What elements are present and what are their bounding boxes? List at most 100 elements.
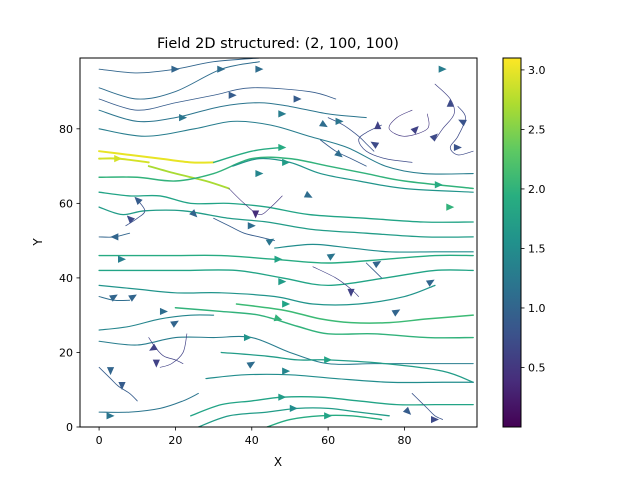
streamline-35 [449, 106, 474, 156]
arrow-30 [247, 222, 256, 230]
y-tick-label-80: 80 [59, 123, 73, 136]
streamline-27 [98, 392, 199, 413]
arrow-8 [335, 117, 344, 125]
arrow-29 [251, 210, 260, 219]
colorbar-gradient [502, 57, 522, 428]
arrows-group [106, 65, 467, 424]
streamline-44 [98, 296, 131, 302]
plot-area [79, 57, 478, 428]
x-tick-label-60: 60 [321, 434, 335, 447]
arrow-22 [453, 143, 462, 152]
streamline-3 [98, 87, 337, 111]
streamline-25 [197, 407, 390, 427]
arrow-21 [458, 119, 467, 127]
streamline-13 [98, 206, 474, 238]
arrow-14 [319, 119, 328, 128]
streamline-42 [312, 266, 360, 297]
arrow-19 [429, 133, 438, 142]
x-tick-label-40: 40 [245, 434, 259, 447]
arrow-35 [326, 253, 336, 261]
colorbar-tick-label-3: 1.5 [528, 242, 546, 255]
streamline-22 [220, 351, 474, 383]
x-axis-ticks: 0 20 40 60 80 [96, 427, 411, 447]
arrow-53 [106, 367, 115, 376]
streamline-34 [434, 83, 455, 141]
streamline-36 [327, 117, 375, 152]
colorbar-tick-label-6: 3.0 [528, 64, 546, 77]
streamline-17 [98, 284, 436, 306]
streamline-30 [159, 333, 188, 368]
y-tick-label-40: 40 [59, 272, 73, 285]
streamline-26 [266, 414, 383, 427]
arrow-37 [278, 278, 287, 286]
arrow-3 [255, 65, 264, 73]
arrow-43 [170, 320, 179, 328]
arrow-59 [402, 406, 412, 415]
arrow-26 [134, 196, 143, 206]
arrow-11 [278, 143, 287, 152]
colorbar-tick-label-1: 0.5 [528, 361, 546, 374]
streamline-37 [320, 139, 367, 167]
streamline-33 [388, 109, 430, 137]
streamline-20 [98, 314, 215, 331]
arrow-10 [114, 155, 123, 163]
arrow-44 [282, 300, 291, 308]
arrow-39 [425, 279, 435, 287]
arrow-9 [438, 65, 447, 73]
arrow-60 [431, 415, 440, 424]
streamline-2 [98, 61, 260, 100]
streamline-6 [98, 150, 215, 164]
arrow-4 [228, 91, 237, 99]
arrow-46 [391, 309, 401, 317]
arrow-32 [110, 233, 119, 241]
arrow-2 [217, 65, 226, 73]
arrow-17 [374, 121, 382, 130]
streamline-19 [174, 307, 474, 339]
streamline-7 [98, 157, 150, 164]
arrow-41 [128, 294, 137, 302]
arrow-55 [278, 393, 287, 401]
streamline-15 [98, 254, 474, 264]
colorbar: 0.5 1.0 1.5 2.0 2.5 3.0 [502, 57, 546, 428]
arrow-34 [274, 255, 283, 263]
colorbar-tick-label-2: 1.0 [528, 302, 546, 315]
y-axis-label: Y [31, 238, 45, 247]
x-tick-label-0: 0 [96, 434, 103, 447]
x-tick-label-80: 80 [397, 434, 411, 447]
streamline-39 [228, 188, 283, 215]
arrow-6 [179, 114, 188, 122]
arrow-50 [152, 359, 160, 368]
arrow-15 [334, 149, 343, 158]
arrow-24 [446, 203, 455, 211]
arrow-36 [372, 260, 382, 269]
arrow-13 [255, 169, 264, 178]
x-tick-label-20: 20 [168, 434, 182, 447]
arrow-12 [282, 158, 291, 166]
x-axis-label: X [274, 455, 282, 469]
arrow-7 [278, 110, 287, 118]
streamline-43 [365, 262, 382, 279]
y-tick-label-60: 60 [59, 197, 73, 210]
colorbar-tick-label-5: 2.5 [528, 123, 546, 136]
arrow-20 [446, 98, 454, 107]
arrow-31 [265, 238, 275, 246]
arrow-49 [149, 343, 158, 351]
streamline-5 [98, 120, 474, 175]
arrow-56 [289, 404, 298, 412]
streamline-31 [411, 393, 444, 420]
arrow-38 [347, 288, 355, 297]
arrow-16 [370, 141, 380, 149]
arrow-57 [324, 412, 333, 420]
streamline-16 [98, 269, 474, 287]
plot-frame [79, 57, 478, 428]
arrow-54 [118, 382, 126, 390]
y-tick-label-0: 0 [66, 421, 73, 434]
colorbar-tick-label-4: 2.0 [528, 183, 546, 196]
arrow-18 [410, 125, 419, 135]
arrow-42 [159, 307, 168, 316]
arrow-23 [434, 181, 443, 189]
arrow-51 [246, 361, 256, 369]
arrow-5 [293, 95, 302, 103]
arrow-58 [106, 412, 115, 420]
